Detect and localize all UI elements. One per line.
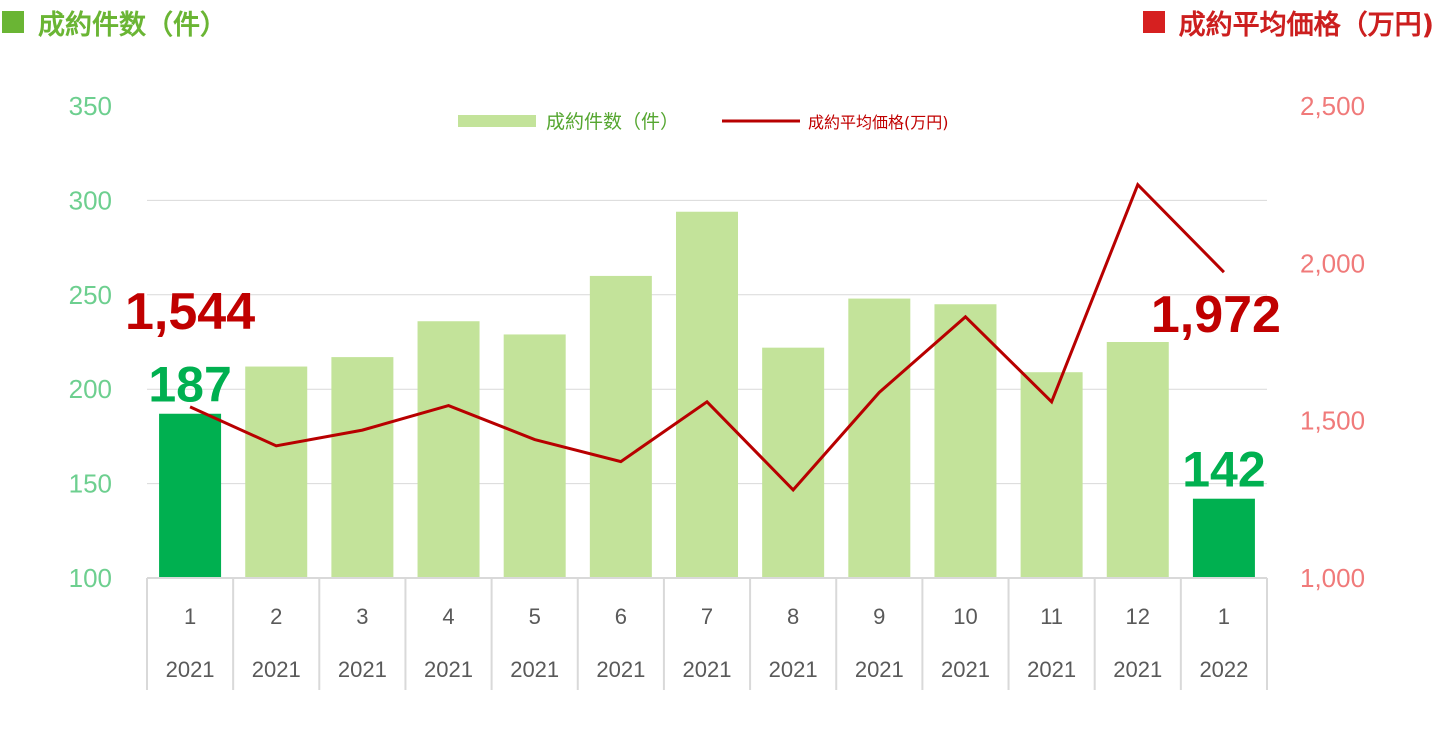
month-label: 8 (787, 604, 799, 629)
bar (245, 366, 308, 578)
month-label: 1 (184, 604, 196, 629)
bar (417, 321, 480, 578)
count-annotation: 187 (148, 357, 231, 413)
year-label: 2021 (424, 657, 473, 682)
bar (331, 357, 394, 578)
bar (503, 334, 566, 578)
month-label: 5 (529, 604, 541, 629)
month-label: 9 (873, 604, 885, 629)
right-tick-label: 2,000 (1300, 248, 1365, 278)
left-tick-label: 150 (69, 469, 112, 499)
year-label: 2021 (855, 657, 904, 682)
month-label: 12 (1126, 604, 1150, 629)
year-label: 2021 (338, 657, 387, 682)
month-label: 4 (442, 604, 454, 629)
month-label: 2 (270, 604, 282, 629)
price-annotation: 1,972 (1151, 286, 1281, 344)
bar (1192, 498, 1255, 578)
year-label: 2021 (941, 657, 990, 682)
year-label: 2021 (1113, 657, 1162, 682)
price-annotation: 1,544 (125, 283, 255, 341)
bar (676, 211, 738, 578)
month-label: 6 (615, 604, 627, 629)
year-label: 2022 (1199, 657, 1248, 682)
month-label: 10 (953, 604, 977, 629)
legend-line-label: 成約平均価格(万円) (808, 113, 949, 132)
bar (1020, 372, 1083, 578)
year-label: 2021 (683, 657, 732, 682)
left-tick-label: 200 (69, 374, 112, 404)
month-label: 3 (356, 604, 368, 629)
year-label: 2021 (166, 657, 215, 682)
left-axis-title-text: 成約件数（件） (38, 9, 227, 41)
red-square-icon (1142, 11, 1165, 33)
left-tick-label: 250 (69, 280, 112, 310)
right-tick-label: 2,500 (1300, 91, 1365, 121)
legend-bar-swatch (458, 115, 536, 127)
right-axis-title-text: 成約平均価格（万円) (1178, 9, 1434, 41)
month-label: 7 (701, 604, 713, 629)
year-label: 2021 (1027, 657, 1076, 682)
bar (159, 413, 222, 578)
right-tick-label: 1,000 (1300, 563, 1365, 593)
right-axis-title: 成約平均価格（万円) (1142, 2, 1434, 42)
right-tick-label: 1,500 (1300, 406, 1365, 436)
green-square-icon (2, 11, 24, 33)
year-label: 2021 (252, 657, 301, 682)
bar (1106, 342, 1169, 578)
bar (762, 347, 825, 578)
month-label: 11 (1040, 604, 1063, 629)
bar (848, 298, 911, 578)
left-tick-label: 300 (69, 185, 112, 215)
bar (934, 304, 997, 578)
left-tick-label: 100 (69, 563, 112, 593)
year-label: 2021 (510, 657, 559, 682)
year-label: 2021 (769, 657, 818, 682)
left-tick-label: 350 (69, 91, 112, 121)
legend-bar-label: 成約件数（件） (546, 111, 679, 133)
left-axis-title: 成約件数（件） (2, 2, 227, 42)
month-label: 1 (1218, 604, 1230, 629)
count-annotation: 142 (1182, 442, 1265, 498)
bar (589, 275, 652, 578)
year-label: 2021 (596, 657, 645, 682)
